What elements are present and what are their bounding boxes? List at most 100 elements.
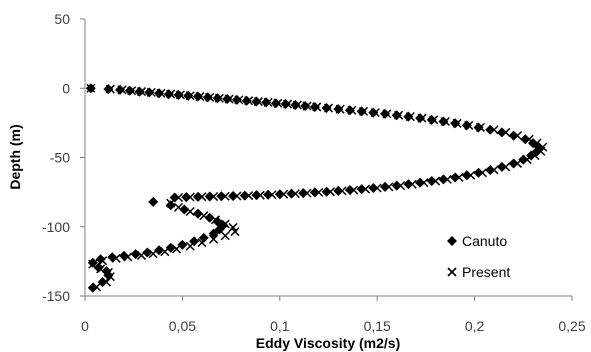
data-point-cross xyxy=(96,264,106,274)
data-point-diamond xyxy=(496,161,507,172)
data-point-cross xyxy=(283,99,293,109)
data-point-cross xyxy=(92,282,102,292)
data-point-cross xyxy=(464,120,474,130)
data-point-cross xyxy=(302,101,312,111)
data-point-cross xyxy=(166,89,176,99)
data-point-cross xyxy=(185,91,195,101)
data-point-diamond xyxy=(450,172,461,183)
data-point-cross xyxy=(522,155,532,165)
data-point-diamond xyxy=(508,130,519,141)
data-point-cross xyxy=(302,188,312,198)
data-point-diamond xyxy=(183,90,194,101)
x-tick-label: 0,25 xyxy=(558,318,585,334)
data-point-cross xyxy=(360,184,371,194)
data-point-cross xyxy=(205,92,215,102)
data-point-diamond xyxy=(508,158,519,169)
data-point-cross xyxy=(312,102,322,112)
data-point-cross xyxy=(419,178,429,188)
data-point-diamond xyxy=(204,212,215,223)
data-point-cross xyxy=(440,116,450,127)
x-tick-label: 0 xyxy=(81,318,89,334)
data-point-cross xyxy=(407,179,417,189)
data-point-cross xyxy=(244,191,254,201)
data-point-diamond xyxy=(403,179,414,190)
data-point-cross xyxy=(325,187,335,197)
data-point-cross xyxy=(512,131,522,141)
data-point-cross xyxy=(224,94,234,104)
data-point-diamond xyxy=(103,84,114,95)
data-point-diamond xyxy=(344,105,355,116)
plot-area xyxy=(84,19,572,297)
data-point-cross xyxy=(148,249,158,259)
data-point-cross xyxy=(230,227,240,237)
data-point-diamond xyxy=(426,176,437,187)
data-point-cross xyxy=(359,106,369,116)
data-point-cross xyxy=(127,86,137,96)
data-point-diamond xyxy=(333,185,344,196)
data-point-diamond xyxy=(403,111,414,122)
x-tick-label: 0,1 xyxy=(270,318,290,334)
data-point-diamond xyxy=(309,101,320,112)
data-point-diamond xyxy=(309,187,320,198)
data-point-cross xyxy=(532,138,542,148)
data-point-diamond xyxy=(321,103,332,114)
data-point-diamond xyxy=(298,188,309,199)
data-point-diamond xyxy=(368,182,379,193)
data-point-cross xyxy=(210,215,221,225)
data-point-diamond xyxy=(290,100,301,111)
data-point-cross xyxy=(173,202,184,212)
data-point-cross xyxy=(234,95,244,105)
data-point-diamond xyxy=(280,99,291,110)
data-point-diamond xyxy=(198,232,209,243)
data-point-cross xyxy=(117,85,127,95)
x-tick-label: 0,2 xyxy=(465,318,485,334)
data-point-diamond xyxy=(286,188,297,199)
data-point-cross xyxy=(220,191,230,201)
diamond-marker-icon xyxy=(447,236,457,246)
data-point-cross xyxy=(156,88,166,98)
data-point-cross xyxy=(105,272,115,282)
data-point-cross xyxy=(111,253,121,263)
data-point-diamond xyxy=(415,113,426,124)
series-layer xyxy=(85,83,548,293)
data-point-diamond xyxy=(485,124,496,135)
y-axis-ticks: 50 0 -50 -100 -150 xyxy=(42,11,85,304)
data-point-diamond xyxy=(344,185,355,196)
data-point-diamond xyxy=(192,191,203,202)
data-point-diamond xyxy=(134,86,145,97)
data-point-diamond xyxy=(473,122,484,133)
data-point-diamond xyxy=(321,186,332,197)
data-point-cross xyxy=(429,115,439,125)
data-point-cross xyxy=(536,146,546,156)
data-point-diamond xyxy=(216,191,227,202)
data-point-cross xyxy=(214,93,224,103)
data-point-cross xyxy=(384,182,394,192)
data-point-cross xyxy=(123,252,133,262)
series-present xyxy=(86,83,548,292)
data-point-diamond xyxy=(124,85,135,96)
data-point-diamond xyxy=(379,108,390,119)
data-point-cross xyxy=(86,83,96,93)
data-point-cross xyxy=(292,100,302,110)
data-point-cross xyxy=(220,231,230,241)
data-point-diamond xyxy=(300,100,311,111)
y-tick-label: -100 xyxy=(42,219,70,235)
data-point-diamond xyxy=(438,116,449,127)
data-point-diamond xyxy=(415,177,426,188)
data-point-cross xyxy=(253,97,263,107)
data-point-cross xyxy=(290,189,300,199)
data-point-cross xyxy=(136,250,147,260)
data-point-diamond xyxy=(461,120,472,131)
data-point-cross xyxy=(195,92,205,102)
data-point-cross xyxy=(417,113,427,123)
data-point-diamond xyxy=(241,95,252,106)
data-point-diamond xyxy=(391,180,402,191)
data-point-cross xyxy=(279,189,289,199)
data-point-cross xyxy=(88,259,98,269)
x-tick-label: 0,15 xyxy=(364,318,391,334)
data-point-cross xyxy=(337,186,347,196)
legend-label-present: Present xyxy=(462,264,510,280)
data-point-diamond xyxy=(518,154,529,165)
data-point-cross xyxy=(185,241,195,251)
x-axis-title: Eddy Viscosity (m2/s) xyxy=(256,335,400,351)
